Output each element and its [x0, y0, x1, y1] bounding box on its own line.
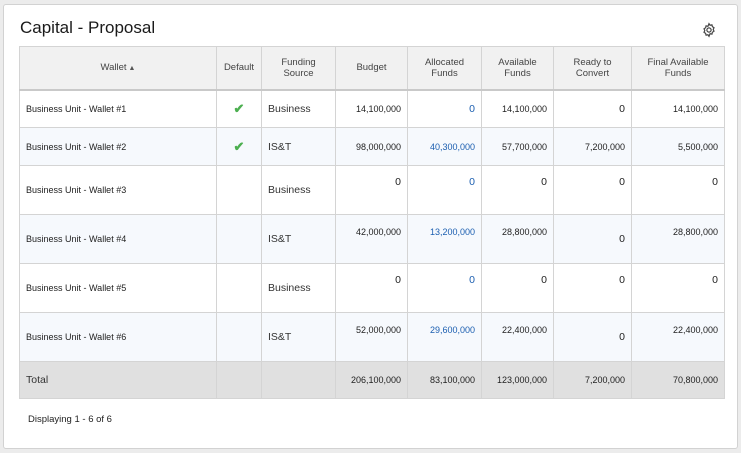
cell-final-available-funds: 14,100,000 — [631, 89, 725, 128]
cell-budget: 42,000,000 — [335, 214, 408, 264]
cell-funding-source: IS&T — [261, 312, 336, 362]
cell-funding-source: Business — [261, 165, 336, 215]
cell-default: ✔ — [216, 89, 262, 128]
cell-ready-to-convert: 0 — [553, 214, 632, 264]
cell-default: ✔ — [216, 127, 262, 166]
pagination-status: Displaying 1 - 6 of 6 — [28, 414, 112, 425]
cell-budget: 0 — [335, 263, 408, 313]
cell-ready-to-convert: 0 — [553, 263, 632, 313]
check-icon: ✔ — [233, 100, 245, 116]
table-row[interactable]: Business Unit - Wallet #4 IS&T 42,000,00… — [19, 214, 725, 264]
cell-default — [216, 312, 262, 362]
total-final-available-funds: 70,800,000 — [631, 361, 725, 399]
cell-allocated-funds-link[interactable]: 40,300,000 — [407, 127, 482, 166]
cell-wallet: Business Unit - Wallet #1 — [19, 89, 217, 128]
cell-default — [216, 263, 262, 313]
cell-wallet: Business Unit - Wallet #4 — [19, 214, 217, 264]
cell-budget: 0 — [335, 165, 408, 215]
cell-final-available-funds: 0 — [631, 165, 725, 215]
total-allocated-funds: 83,100,000 — [407, 361, 482, 399]
total-default — [216, 361, 262, 399]
column-header-budget[interactable]: Budget — [335, 46, 408, 91]
cell-allocated-funds-link[interactable]: 0 — [407, 89, 482, 128]
column-header-final-available-funds[interactable]: Final Available Funds — [631, 46, 725, 91]
table-row[interactable]: Business Unit - Wallet #5 Business 0 0 0… — [19, 263, 725, 313]
cell-allocated-funds-link[interactable]: 13,200,000 — [407, 214, 482, 264]
cell-available-funds: 0 — [481, 263, 554, 313]
gear-icon[interactable] — [701, 22, 717, 38]
sort-ascending-icon: ▲ — [128, 64, 136, 72]
cell-wallet: Business Unit - Wallet #5 — [19, 263, 217, 313]
page-title: Capital - Proposal — [20, 18, 156, 37]
total-ready-to-convert: 7,200,000 — [553, 361, 632, 399]
total-available-funds: 123,000,000 — [481, 361, 554, 399]
cell-allocated-funds-link[interactable]: 0 — [407, 165, 482, 215]
column-header-funding-source[interactable]: Funding Source — [261, 46, 336, 91]
cell-funding-source: IS&T — [261, 127, 336, 166]
cell-budget: 52,000,000 — [335, 312, 408, 362]
cell-available-funds: 0 — [481, 165, 554, 215]
check-icon: ✔ — [233, 138, 245, 154]
cell-funding-source: IS&T — [261, 214, 336, 264]
column-header-wallet-label: Wallet — [100, 61, 127, 73]
proposal-panel: Capital - Proposal Wallet ▲ Default Fundi… — [3, 4, 738, 449]
table-row[interactable]: Business Unit - Wallet #6 IS&T 52,000,00… — [19, 312, 725, 362]
cell-ready-to-convert: 0 — [553, 89, 632, 128]
cell-available-funds: 14,100,000 — [481, 89, 554, 128]
cell-available-funds: 28,800,000 — [481, 214, 554, 264]
table-row[interactable]: Business Unit - Wallet #1 ✔ Business 14,… — [19, 89, 725, 128]
cell-final-available-funds: 0 — [631, 263, 725, 313]
table-row[interactable]: Business Unit - Wallet #2 ✔ IS&T 98,000,… — [19, 127, 725, 166]
total-row: Total 206,100,000 83,100,000 123,000,000… — [19, 361, 725, 399]
total-budget: 206,100,000 — [335, 361, 408, 399]
cell-final-available-funds: 28,800,000 — [631, 214, 725, 264]
cell-final-available-funds: 5,500,000 — [631, 127, 725, 166]
cell-available-funds: 57,700,000 — [481, 127, 554, 166]
header-row: Wallet ▲ Default Funding Source Budget Al… — [19, 46, 725, 91]
cell-wallet: Business Unit - Wallet #3 — [19, 165, 217, 215]
cell-ready-to-convert: 0 — [553, 312, 632, 362]
total-label: Total — [19, 361, 217, 399]
wallet-table: Wallet ▲ Default Funding Source Budget Al… — [19, 46, 725, 399]
total-funding-source — [261, 361, 336, 399]
column-header-default[interactable]: Default — [216, 46, 262, 91]
cell-available-funds: 22,400,000 — [481, 312, 554, 362]
column-header-allocated-funds[interactable]: Allocated Funds — [407, 46, 482, 91]
cell-default — [216, 165, 262, 215]
cell-funding-source: Business — [261, 89, 336, 128]
column-header-ready-to-convert[interactable]: Ready to Convert — [553, 46, 632, 91]
cell-final-available-funds: 22,400,000 — [631, 312, 725, 362]
cell-allocated-funds-link[interactable]: 0 — [407, 263, 482, 313]
cell-default — [216, 214, 262, 264]
cell-allocated-funds-link[interactable]: 29,600,000 — [407, 312, 482, 362]
cell-budget: 14,100,000 — [335, 89, 408, 128]
cell-budget: 98,000,000 — [335, 127, 408, 166]
column-header-wallet[interactable]: Wallet ▲ — [19, 46, 217, 91]
column-header-available-funds[interactable]: Available Funds — [481, 46, 554, 91]
cell-ready-to-convert: 7,200,000 — [553, 127, 632, 166]
table-row[interactable]: Business Unit - Wallet #3 Business 0 0 0… — [19, 165, 725, 215]
cell-wallet: Business Unit - Wallet #6 — [19, 312, 217, 362]
cell-ready-to-convert: 0 — [553, 165, 632, 215]
cell-funding-source: Business — [261, 263, 336, 313]
cell-wallet: Business Unit - Wallet #2 — [19, 127, 217, 166]
